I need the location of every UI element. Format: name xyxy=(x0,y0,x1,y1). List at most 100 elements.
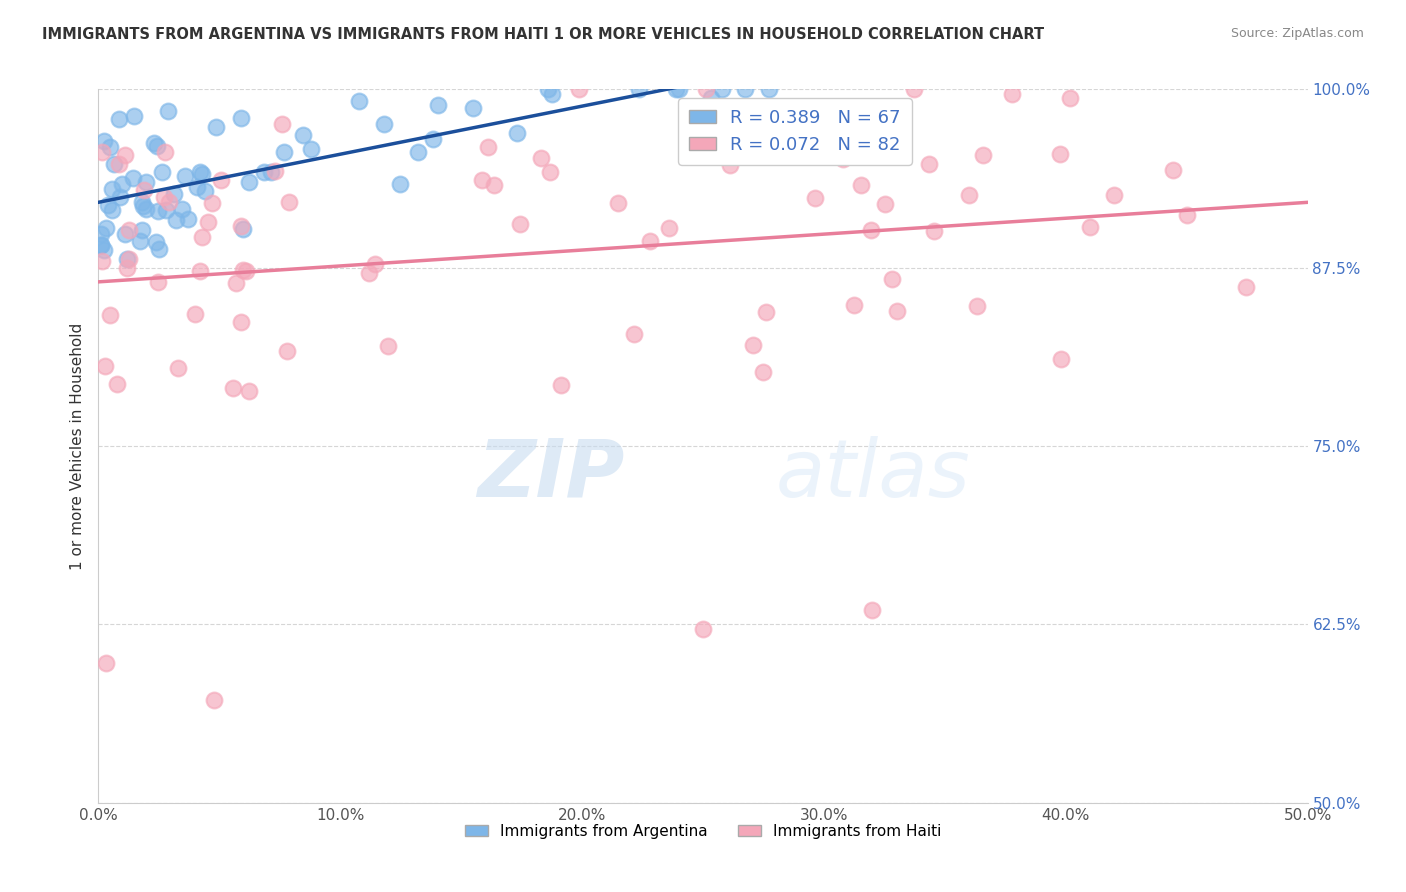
Point xyxy=(194,185,217,199)
Point xyxy=(201,196,224,211)
Point xyxy=(292,128,315,142)
Point xyxy=(145,235,167,249)
Point xyxy=(422,132,444,146)
Point xyxy=(471,173,494,187)
Point xyxy=(97,197,120,211)
Point xyxy=(91,253,114,268)
Point xyxy=(90,237,112,252)
Point xyxy=(299,143,322,157)
Point xyxy=(197,215,219,229)
Text: ZIP: ZIP xyxy=(477,435,624,514)
Point xyxy=(231,219,253,233)
Point xyxy=(426,98,449,112)
Point xyxy=(917,157,939,171)
Point xyxy=(103,157,125,171)
Point xyxy=(232,263,254,277)
Point xyxy=(114,148,136,162)
Point xyxy=(1175,208,1198,222)
Point xyxy=(373,117,395,131)
Point xyxy=(668,82,690,96)
Point xyxy=(94,221,117,235)
Point xyxy=(273,145,295,160)
Point xyxy=(1049,147,1071,161)
Point xyxy=(145,139,167,153)
Point xyxy=(107,377,129,392)
Point xyxy=(924,223,946,237)
Point xyxy=(229,315,252,329)
Point xyxy=(509,217,531,231)
Point xyxy=(860,603,883,617)
Point xyxy=(804,104,827,119)
Point xyxy=(118,252,141,267)
Point xyxy=(93,134,115,148)
Point xyxy=(482,178,505,192)
Point xyxy=(148,276,170,290)
Point xyxy=(665,82,688,96)
Point xyxy=(205,120,228,134)
Point xyxy=(538,165,561,179)
Point xyxy=(860,223,883,237)
Point xyxy=(98,140,121,154)
Text: IMMIGRANTS FROM ARGENTINA VS IMMIGRANTS FROM HAITI 1 OR MORE VEHICLES IN HOUSEHO: IMMIGRANTS FROM ARGENTINA VS IMMIGRANTS … xyxy=(42,27,1045,42)
Point xyxy=(170,202,193,216)
Point xyxy=(108,112,131,127)
Point xyxy=(658,220,681,235)
Point xyxy=(153,145,176,160)
Point xyxy=(157,195,180,210)
Point xyxy=(163,186,186,201)
Point xyxy=(1001,87,1024,102)
Point xyxy=(536,82,558,96)
Point xyxy=(232,221,254,235)
Point xyxy=(191,229,214,244)
Point xyxy=(638,234,661,248)
Point xyxy=(225,276,247,290)
Point xyxy=(252,165,274,179)
Point xyxy=(758,82,780,96)
Point xyxy=(122,109,145,123)
Point xyxy=(875,196,897,211)
Point xyxy=(804,191,827,205)
Point xyxy=(842,298,865,312)
Point xyxy=(271,117,294,131)
Point xyxy=(1059,91,1081,105)
Point xyxy=(882,272,904,286)
Point xyxy=(94,359,117,373)
Point xyxy=(1234,280,1257,294)
Point xyxy=(188,263,211,277)
Point xyxy=(260,165,283,179)
Point xyxy=(1102,188,1125,202)
Point xyxy=(463,101,485,115)
Point xyxy=(108,157,131,171)
Point xyxy=(165,212,187,227)
Point xyxy=(831,152,853,166)
Point xyxy=(477,140,499,154)
Y-axis label: 1 or more Vehicles in Household: 1 or more Vehicles in Household xyxy=(69,322,84,570)
Point xyxy=(132,199,155,213)
Point xyxy=(150,165,173,179)
Point xyxy=(101,202,124,217)
Point xyxy=(741,338,763,352)
Point xyxy=(143,136,166,150)
Point xyxy=(100,182,122,196)
Point xyxy=(90,238,112,252)
Point xyxy=(264,163,287,178)
Point xyxy=(1078,220,1101,235)
Point xyxy=(849,178,872,192)
Point xyxy=(568,82,591,96)
Point xyxy=(93,243,115,257)
Point xyxy=(114,227,136,242)
Point xyxy=(153,190,176,204)
Point xyxy=(94,656,117,670)
Point xyxy=(90,227,112,241)
Point xyxy=(186,179,208,194)
Point xyxy=(347,95,370,109)
Point xyxy=(129,234,152,248)
Point xyxy=(191,167,214,181)
Point xyxy=(695,82,717,96)
Text: atlas: atlas xyxy=(776,435,970,514)
Point xyxy=(710,82,733,96)
Point xyxy=(121,170,143,185)
Point xyxy=(406,145,429,160)
Point xyxy=(1050,352,1073,367)
Point xyxy=(734,82,756,96)
